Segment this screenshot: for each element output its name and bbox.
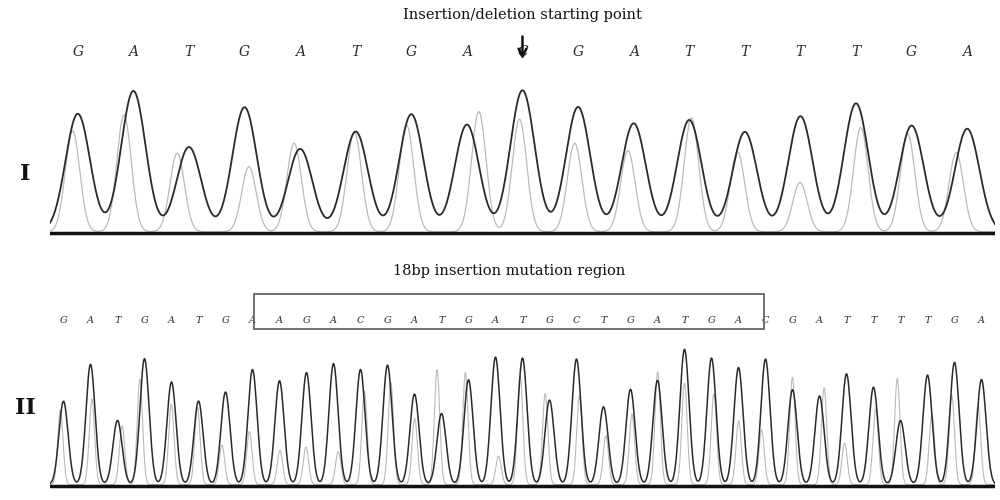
Text: A: A xyxy=(295,45,305,59)
Text: A: A xyxy=(276,316,283,325)
Text: G: G xyxy=(546,316,553,325)
Text: T: T xyxy=(681,316,688,325)
Text: A: A xyxy=(330,316,337,325)
Text: T: T xyxy=(114,316,121,325)
Text: G: G xyxy=(141,316,148,325)
Text: G: G xyxy=(465,316,472,325)
Text: C: C xyxy=(573,316,580,325)
Text: T: T xyxy=(740,45,749,59)
Text: G: G xyxy=(406,45,417,59)
Text: G: G xyxy=(951,316,958,325)
Text: T: T xyxy=(870,316,877,325)
Text: A: A xyxy=(735,316,742,325)
Text: A: A xyxy=(128,45,138,59)
Text: G: G xyxy=(627,316,634,325)
Text: T: T xyxy=(843,316,850,325)
Text: A: A xyxy=(462,45,472,59)
Text: A: A xyxy=(978,316,985,325)
Text: T: T xyxy=(851,45,861,59)
Text: T: T xyxy=(184,45,194,59)
Text: T: T xyxy=(685,45,694,59)
Text: I: I xyxy=(20,164,30,186)
Text: A: A xyxy=(168,316,175,325)
Text: G: G xyxy=(708,316,715,325)
Text: A: A xyxy=(492,316,499,325)
Text: G: G xyxy=(906,45,917,59)
Text: T: T xyxy=(924,316,931,325)
Text: G: G xyxy=(789,316,796,325)
Text: G: G xyxy=(72,45,83,59)
Text: Insertion/deletion starting point: Insertion/deletion starting point xyxy=(403,8,642,22)
Text: A: A xyxy=(249,316,256,325)
Text: G: G xyxy=(573,45,584,59)
Text: 18bp insertion mutation region: 18bp insertion mutation region xyxy=(393,264,625,278)
Bar xyxy=(254,294,764,329)
Text: A: A xyxy=(411,316,418,325)
Text: II: II xyxy=(15,398,35,419)
Text: T: T xyxy=(796,45,805,59)
Text: A: A xyxy=(629,45,639,59)
Text: A: A xyxy=(87,316,94,325)
Text: C: C xyxy=(357,316,364,325)
Text: T: T xyxy=(600,316,607,325)
Text: T: T xyxy=(897,316,904,325)
Text: A: A xyxy=(816,316,823,325)
Text: A: A xyxy=(962,45,972,59)
Text: C: C xyxy=(762,316,769,325)
Text: G: G xyxy=(384,316,391,325)
Text: C: C xyxy=(517,45,528,59)
Text: T: T xyxy=(519,316,526,325)
Text: T: T xyxy=(438,316,445,325)
Text: A: A xyxy=(654,316,661,325)
Text: T: T xyxy=(351,45,360,59)
Text: G: G xyxy=(222,316,229,325)
Text: G: G xyxy=(303,316,310,325)
Text: G: G xyxy=(239,45,250,59)
Text: T: T xyxy=(195,316,202,325)
Text: G: G xyxy=(60,316,67,325)
